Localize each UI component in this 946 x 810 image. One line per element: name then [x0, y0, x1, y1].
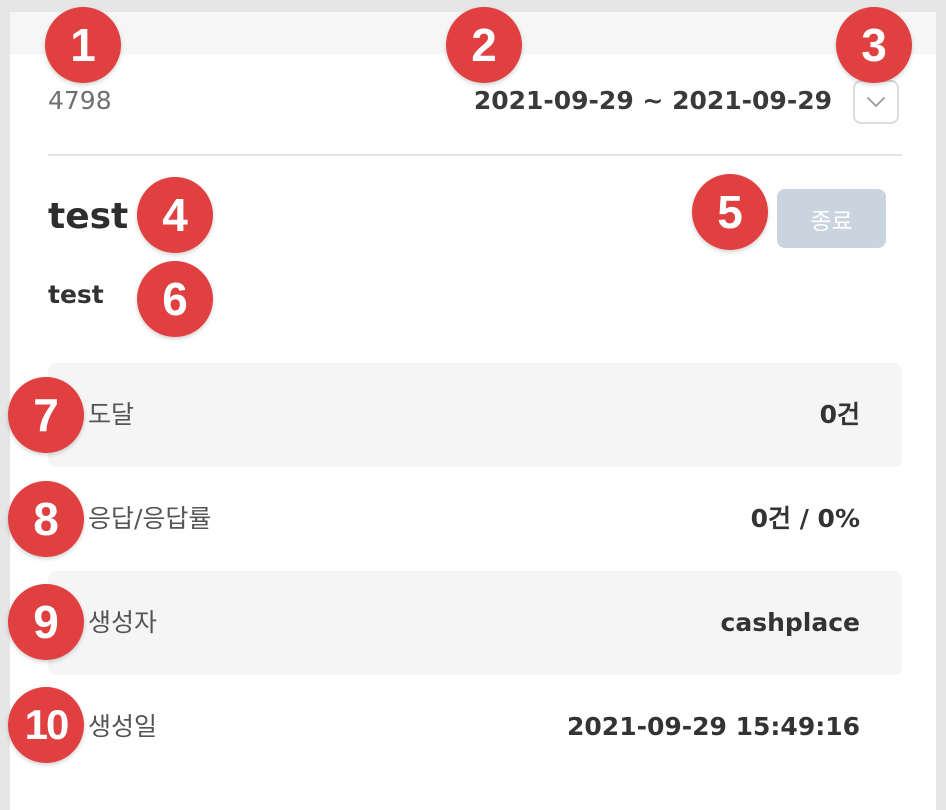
stat-row-reach: 도달 0건 — [48, 363, 902, 467]
stat-label: 도달 — [88, 400, 135, 429]
marker-7: 7 — [8, 377, 84, 453]
stat-value: 0건 / 0% — [750, 504, 860, 533]
top-strip — [0, 0, 946, 12]
campaign-card: 4798 2021-09-29 ~ 2021-09-29 test 종료 tes… — [10, 12, 936, 810]
marker-5: 5 — [692, 174, 768, 250]
stat-label: 응답/응답률 — [88, 504, 212, 533]
chevron-down-icon — [867, 97, 885, 107]
date-range: 2021-09-29 ~ 2021-09-29 — [473, 86, 832, 115]
campaign-description: test — [48, 280, 104, 309]
marker-1: 1 — [45, 7, 121, 83]
dropdown-toggle-button[interactable] — [853, 80, 899, 124]
stat-label: 생성일 — [88, 712, 158, 741]
stat-row-created-at: 생성일 2021-09-29 15:49:16 — [48, 675, 902, 779]
campaign-id: 4798 — [48, 86, 112, 115]
marker-6: 6 — [137, 261, 213, 337]
marker-2: 2 — [446, 7, 522, 83]
stat-row-creator: 생성자 cashplace — [48, 571, 902, 675]
stat-value: cashplace — [720, 608, 860, 637]
header-divider — [48, 154, 902, 156]
marker-4: 4 — [137, 177, 213, 253]
stat-label: 생성자 — [88, 608, 158, 637]
stat-value: 0건 — [819, 400, 860, 429]
stat-row-response: 응답/응답률 0건 / 0% — [48, 467, 902, 571]
marker-8: 8 — [8, 481, 84, 557]
marker-9: 9 — [8, 584, 84, 660]
campaign-title: test — [48, 196, 129, 237]
end-button[interactable]: 종료 — [777, 189, 886, 248]
marker-10: 10 — [8, 687, 84, 763]
stat-value: 2021-09-29 15:49:16 — [567, 712, 860, 741]
marker-3: 3 — [836, 7, 912, 83]
